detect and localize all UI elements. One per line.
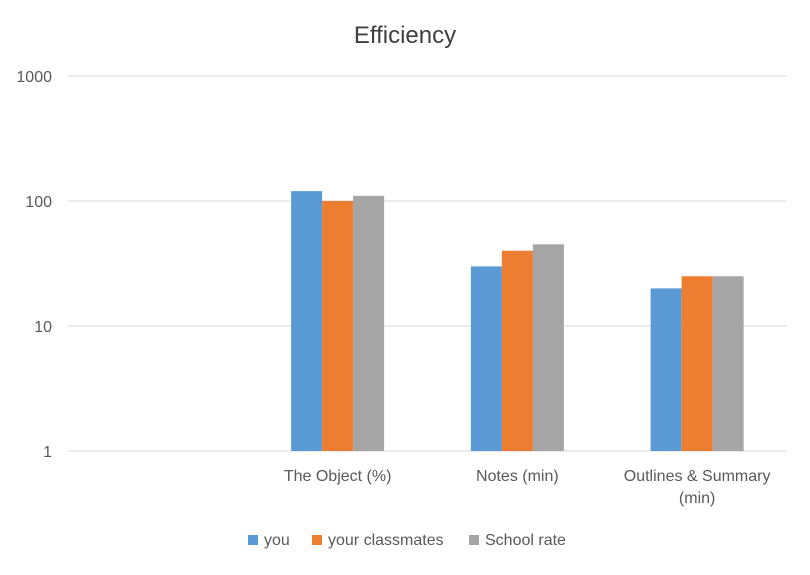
- chart-title: Efficiency: [354, 22, 456, 49]
- y-tick-label: 1: [43, 444, 52, 461]
- y-tick-label: 100: [25, 194, 52, 211]
- bar-school-rate: [532, 244, 564, 451]
- bar-school-rate: [353, 195, 385, 451]
- legend-label: you: [264, 532, 290, 549]
- bar-your-classmates: [501, 250, 533, 451]
- x-tick-label: The Object (%): [284, 468, 392, 485]
- legend-label: School rate: [485, 532, 566, 549]
- x-tick-label: (min): [679, 490, 715, 507]
- bar-you: [470, 266, 502, 451]
- x-axis-labels: The Object (%) Notes (min) Outlines & Summ…: [284, 468, 771, 507]
- bars: [291, 191, 744, 451]
- legend-swatch: [248, 535, 258, 545]
- legend: you your classmates School rate: [248, 532, 566, 549]
- y-tick-label: 1000: [16, 69, 52, 86]
- bar-your-classmates: [681, 276, 713, 451]
- bar-you: [291, 191, 323, 451]
- bar-your-classmates: [322, 201, 354, 451]
- y-axis-ticks: 1 10 100 1000: [16, 69, 52, 461]
- x-tick-label: Notes (min): [476, 468, 559, 485]
- y-tick-label: 10: [34, 319, 52, 336]
- x-tick-label: Outlines & Summary: [624, 468, 771, 485]
- legend-swatch: [469, 535, 479, 545]
- legend-label: your classmates: [328, 532, 444, 549]
- bar-school-rate: [712, 276, 744, 451]
- bar-you: [650, 288, 682, 451]
- legend-swatch: [312, 535, 322, 545]
